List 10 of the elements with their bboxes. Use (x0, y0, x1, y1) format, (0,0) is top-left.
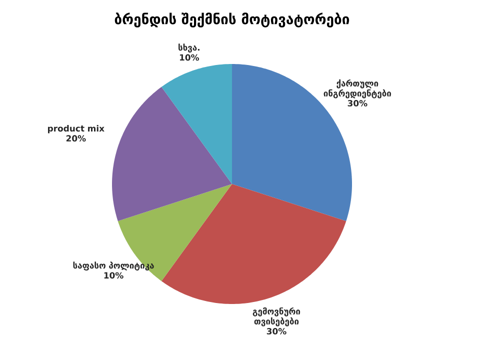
chart-title: ბრენდის შექმნის მოტივატორები (114, 12, 350, 28)
data-label: 30% (348, 100, 368, 106)
data-label: 20% (66, 135, 86, 142)
data-label: 30% (266, 328, 286, 334)
slice-label: სხვა. (178, 44, 200, 53)
data-label: 10% (104, 272, 124, 279)
slice-label: ქართული ინგრედიენტები (324, 79, 392, 98)
slice-label: product mix (48, 125, 104, 134)
slice-label: გემოვნური თვისებები (252, 307, 300, 326)
data-label: 10% (180, 54, 200, 61)
